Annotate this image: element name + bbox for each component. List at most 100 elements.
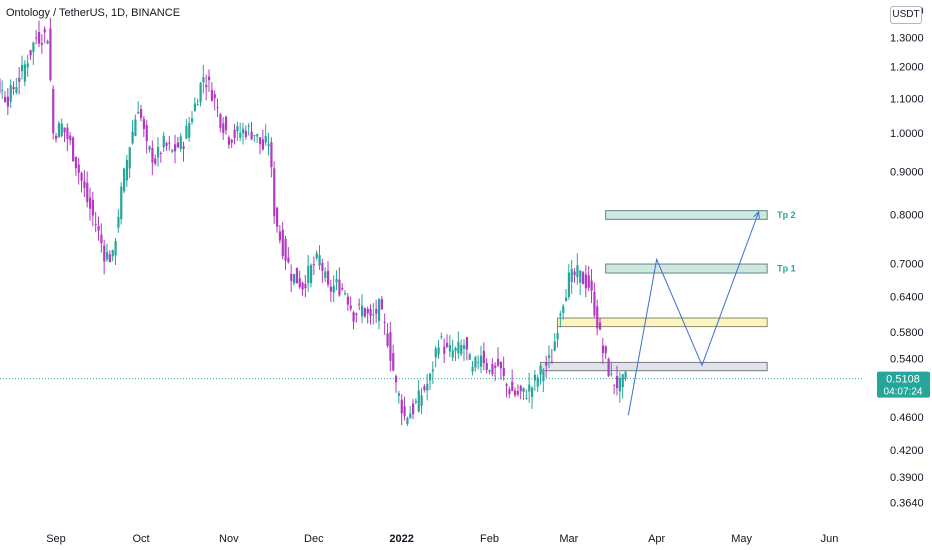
candle-body bbox=[528, 384, 531, 392]
candle-body bbox=[429, 373, 432, 381]
projection-arrowhead bbox=[753, 210, 760, 220]
candle-body bbox=[270, 142, 273, 168]
candle-body bbox=[304, 283, 307, 289]
projection-layer bbox=[627, 210, 760, 416]
candle-body bbox=[559, 313, 562, 316]
candle-body bbox=[324, 271, 327, 278]
candle-body bbox=[587, 275, 590, 288]
candle-body bbox=[0, 78, 1, 94]
candle-body bbox=[250, 131, 253, 140]
candle-body bbox=[465, 337, 469, 350]
candle-body bbox=[40, 43, 44, 45]
candle-body bbox=[412, 403, 415, 415]
candle-body bbox=[247, 125, 250, 127]
candle-body bbox=[380, 299, 384, 310]
candle-body bbox=[174, 144, 177, 152]
candle-body bbox=[386, 333, 389, 347]
candle-body bbox=[494, 365, 497, 368]
candle-body bbox=[582, 272, 585, 285]
candle-body bbox=[213, 94, 216, 99]
candle-body bbox=[599, 322, 602, 330]
candle-body bbox=[613, 384, 616, 386]
candle-body bbox=[338, 279, 341, 296]
candle-body bbox=[219, 114, 222, 128]
zones-layer: Tp 2 Tp 1 bbox=[540, 210, 796, 372]
last-price-value: 0.5108 bbox=[886, 374, 920, 386]
candle-body bbox=[117, 216, 120, 228]
candle-body bbox=[106, 252, 109, 260]
candle-body bbox=[298, 278, 301, 288]
candle-body bbox=[434, 348, 437, 358]
candle-body bbox=[363, 308, 367, 317]
candle-body bbox=[383, 321, 386, 323]
candle-body bbox=[182, 146, 185, 149]
candle-body bbox=[63, 127, 66, 133]
candle-body bbox=[287, 257, 290, 263]
candle-body bbox=[188, 123, 191, 138]
candle-body bbox=[202, 77, 205, 83]
candle-body bbox=[199, 83, 202, 103]
candle-body bbox=[375, 309, 378, 314]
candle-body bbox=[318, 255, 321, 266]
candle-body bbox=[556, 333, 559, 340]
candle-body bbox=[159, 152, 163, 154]
time-axis[interactable]: Sep Oct Nov Dec 2022 Feb Mar Apr May Jun bbox=[46, 533, 838, 545]
candle-body bbox=[378, 299, 381, 321]
candle-body bbox=[100, 234, 103, 244]
candle-body bbox=[38, 32, 41, 44]
candle-body bbox=[607, 358, 610, 377]
candle-body bbox=[624, 371, 627, 379]
candle-body bbox=[584, 274, 588, 289]
candle-body bbox=[477, 362, 480, 364]
candle-body bbox=[505, 384, 508, 387]
candle-body bbox=[567, 272, 571, 298]
candle-body bbox=[140, 109, 143, 119]
candle-body bbox=[590, 280, 593, 291]
candle-body bbox=[327, 270, 330, 285]
candle-body bbox=[341, 287, 344, 290]
candle-body bbox=[18, 77, 21, 82]
candle-body bbox=[227, 137, 231, 145]
candle-body bbox=[236, 126, 239, 132]
y-tick-label: 0.5400 bbox=[890, 353, 924, 365]
candle-body bbox=[406, 418, 409, 424]
currency-badge[interactable]: USDT bbox=[890, 6, 922, 24]
candle-body bbox=[120, 186, 123, 220]
candle-body bbox=[616, 376, 619, 389]
x-tick-label: Oct bbox=[132, 533, 149, 545]
candle-body bbox=[290, 273, 293, 281]
candle-body bbox=[151, 147, 154, 163]
candle-body bbox=[26, 63, 29, 68]
candle-body bbox=[97, 225, 100, 231]
last-price-tag: 0.5108 04:07:24 bbox=[877, 371, 930, 398]
candle-body bbox=[417, 390, 420, 412]
candle-body bbox=[553, 341, 556, 351]
candle-body bbox=[208, 76, 211, 81]
candle-body bbox=[502, 368, 505, 376]
candle-body bbox=[216, 107, 219, 109]
candle-body bbox=[281, 229, 284, 257]
candle-body bbox=[440, 336, 443, 338]
candle-body bbox=[4, 96, 7, 102]
candle-body bbox=[403, 406, 406, 416]
candle-body bbox=[601, 345, 605, 354]
y-tick-label: 0.9000 bbox=[890, 167, 924, 179]
price-axis[interactable]: 1.40001.30001.20001.10001.00000.90000.80… bbox=[890, 5, 924, 509]
candle-body bbox=[66, 127, 69, 140]
candle-body bbox=[233, 129, 236, 138]
candle-body bbox=[264, 135, 267, 143]
candle-body bbox=[366, 308, 369, 314]
candle-body bbox=[491, 363, 494, 374]
y-tick-label: 0.8000 bbox=[890, 210, 924, 222]
candle-body bbox=[165, 143, 168, 146]
candle-body bbox=[485, 362, 488, 371]
candle-body bbox=[9, 84, 12, 102]
zone-tp-2-label: Tp 2 bbox=[777, 210, 796, 220]
y-tick-label: 0.3900 bbox=[890, 472, 924, 484]
candle-body bbox=[369, 309, 372, 316]
zone-tp-2 bbox=[605, 210, 768, 220]
candle-body bbox=[335, 278, 338, 283]
candles-layer bbox=[0, 17, 627, 427]
candle-body bbox=[23, 64, 27, 82]
